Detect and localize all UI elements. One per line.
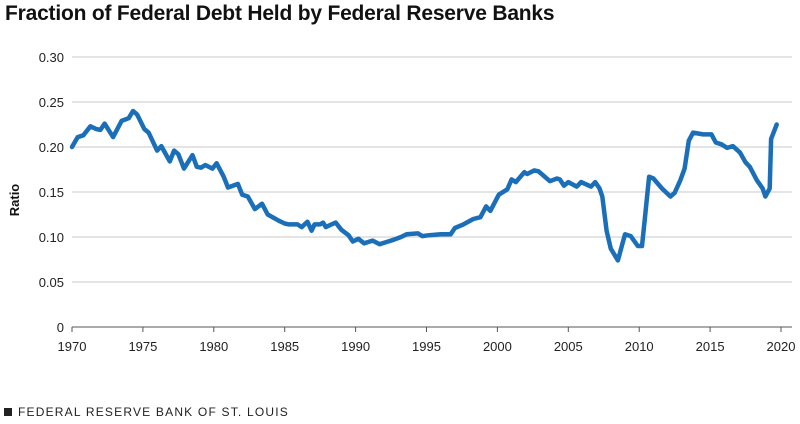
x-tick-label: 2015: [696, 339, 725, 354]
x-tick-label: 1990: [341, 339, 370, 354]
y-tick-label: 0: [57, 320, 64, 335]
series-line: [69, 108, 779, 263]
x-tick-labels: 1970 1975 1980 1985 1990 1995 2000 2005 2010 2015…: [58, 339, 796, 354]
y-tick-label: 0.15: [39, 185, 64, 200]
gridlines: [71, 56, 792, 332]
source-label: FEDERAL RESERVE BANK OF ST. LOUIS: [18, 405, 289, 419]
x-tick-label: 1970: [58, 339, 87, 354]
y-tick-label: 0.10: [39, 230, 64, 245]
y-tick-label: 0.05: [39, 275, 64, 290]
x-tick-label: 1995: [412, 339, 441, 354]
source-footer: FEDERAL RESERVE BANK OF ST. LOUIS: [4, 405, 289, 419]
square-bullet-icon: [4, 408, 12, 416]
y-tick-label: 0.20: [39, 140, 64, 155]
x-tick-label: 1985: [270, 339, 299, 354]
y-tick-labels: 0 0.05 0.10 0.15 0.20 0.25 0.30: [39, 50, 64, 335]
chart-title: Fraction of Federal Debt Held by Federal…: [5, 2, 555, 25]
x-tick-label: 2000: [483, 339, 512, 354]
x-tick-label: 2010: [625, 339, 654, 354]
x-tick-label: 2020: [767, 339, 796, 354]
x-tick-label: 1980: [199, 339, 228, 354]
y-axis-label: Ratio: [7, 184, 22, 217]
x-tick-label: 2005: [554, 339, 583, 354]
y-tick-label: 0.30: [39, 50, 64, 65]
y-tick-label: 0.25: [39, 95, 64, 110]
x-tick-label: 1975: [128, 339, 157, 354]
